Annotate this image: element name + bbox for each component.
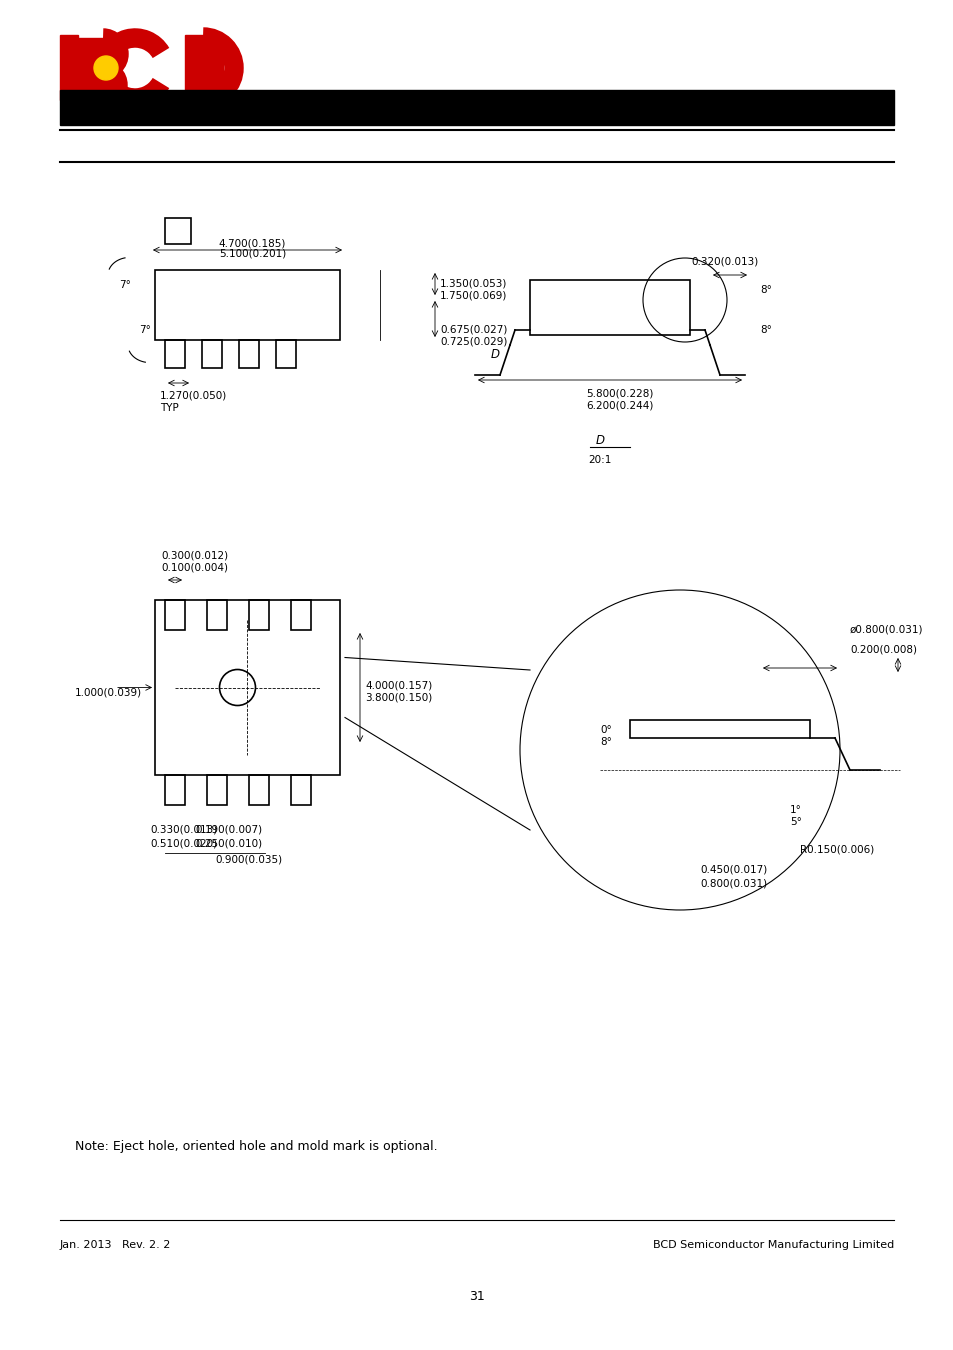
Bar: [60, 35, 78, 100]
Text: 0.320(0.013): 0.320(0.013): [691, 256, 758, 267]
Circle shape: [94, 55, 118, 80]
Bar: [275, 340, 295, 369]
Text: 0.510(0.020): 0.510(0.020): [150, 838, 217, 848]
Text: 5°: 5°: [789, 817, 801, 828]
Text: 0.250(0.010): 0.250(0.010): [194, 838, 262, 848]
Text: 0.900(0.035): 0.900(0.035): [214, 855, 282, 865]
Text: 8°: 8°: [760, 325, 771, 335]
Bar: [165, 775, 185, 805]
Text: 5.100(0.201): 5.100(0.201): [218, 248, 286, 259]
Bar: [154, 599, 339, 775]
Text: D: D: [490, 348, 499, 362]
Text: 4.000(0.157): 4.000(0.157): [365, 680, 432, 690]
Text: 1.270(0.050): 1.270(0.050): [160, 392, 227, 401]
Text: R0.150(0.006): R0.150(0.006): [800, 845, 873, 855]
Text: 5.800(0.228): 5.800(0.228): [586, 387, 653, 398]
Text: 0°: 0°: [599, 725, 611, 734]
Text: 8°: 8°: [599, 737, 611, 747]
Text: 0.450(0.017): 0.450(0.017): [700, 865, 766, 875]
Text: 1.750(0.069): 1.750(0.069): [439, 292, 507, 301]
Bar: [291, 775, 311, 805]
Text: 1°: 1°: [789, 805, 801, 815]
Text: ø0.800(0.031): ø0.800(0.031): [849, 625, 923, 634]
Bar: [78, 38, 103, 70]
Text: BCD Semiconductor Manufacturing Limited: BCD Semiconductor Manufacturing Limited: [652, 1241, 893, 1250]
Bar: [60, 90, 893, 126]
Text: 3.800(0.150): 3.800(0.150): [365, 693, 432, 702]
Bar: [165, 340, 185, 369]
Bar: [629, 720, 809, 738]
Bar: [249, 775, 269, 805]
Text: 0.675(0.027): 0.675(0.027): [439, 325, 507, 335]
Bar: [249, 599, 269, 630]
Text: 0.200(0.008): 0.200(0.008): [849, 645, 916, 655]
Text: 6.200(0.244): 6.200(0.244): [586, 400, 653, 410]
Text: 1.000(0.039): 1.000(0.039): [75, 687, 142, 698]
Bar: [185, 35, 203, 100]
Bar: [165, 599, 185, 630]
Bar: [207, 599, 227, 630]
Bar: [291, 599, 311, 630]
Bar: [239, 340, 258, 369]
Bar: [78, 70, 103, 100]
Text: 8°: 8°: [760, 285, 771, 296]
Text: Jan. 2013   Rev. 2. 2: Jan. 2013 Rev. 2. 2: [60, 1241, 172, 1250]
Bar: [207, 775, 227, 805]
Text: 0.190(0.007): 0.190(0.007): [194, 825, 262, 836]
Text: 0.800(0.031): 0.800(0.031): [700, 878, 766, 888]
Text: 7°: 7°: [139, 325, 151, 335]
Bar: [154, 270, 339, 340]
Text: 20:1: 20:1: [588, 455, 611, 464]
Bar: [202, 340, 222, 369]
Text: TYP: TYP: [160, 404, 178, 413]
Text: 4.700(0.185): 4.700(0.185): [218, 238, 286, 248]
Text: 31: 31: [469, 1291, 484, 1303]
Text: 0.300(0.012): 0.300(0.012): [161, 551, 229, 562]
Text: 0.725(0.029): 0.725(0.029): [439, 338, 507, 347]
Bar: [165, 217, 191, 244]
Text: 0.100(0.004): 0.100(0.004): [161, 563, 229, 572]
Bar: [203, 38, 223, 100]
Text: 7°: 7°: [119, 279, 131, 290]
Bar: [530, 279, 689, 335]
Text: 1.350(0.053): 1.350(0.053): [439, 279, 507, 289]
Text: 0.330(0.013): 0.330(0.013): [150, 825, 217, 836]
Text: D: D: [595, 433, 604, 447]
Text: Note: Eject hole, oriented hole and mold mark is optional.: Note: Eject hole, oriented hole and mold…: [75, 1139, 437, 1153]
